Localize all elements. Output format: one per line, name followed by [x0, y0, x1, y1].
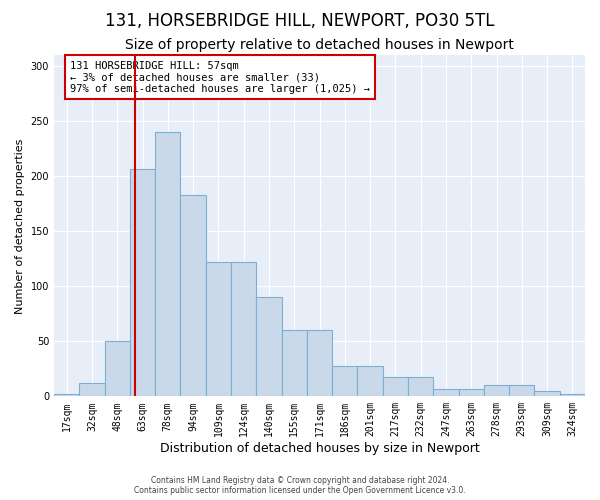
Text: 131 HORSEBRIDGE HILL: 57sqm
← 3% of detached houses are smaller (33)
97% of semi: 131 HORSEBRIDGE HILL: 57sqm ← 3% of deta…	[70, 60, 370, 94]
Bar	[458, 388, 484, 396]
Bar	[433, 388, 458, 396]
Bar	[358, 366, 383, 396]
Bar	[484, 386, 509, 396]
Bar	[560, 394, 585, 396]
Bar	[307, 330, 332, 396]
Bar	[509, 386, 535, 396]
Bar	[130, 168, 155, 396]
Bar	[155, 132, 181, 396]
Bar	[332, 366, 358, 396]
Title: Size of property relative to detached houses in Newport: Size of property relative to detached ho…	[125, 38, 514, 52]
Bar	[181, 195, 206, 396]
Y-axis label: Number of detached properties: Number of detached properties	[15, 138, 25, 314]
Text: Contains HM Land Registry data © Crown copyright and database right 2024.
Contai: Contains HM Land Registry data © Crown c…	[134, 476, 466, 495]
Bar	[54, 394, 79, 396]
X-axis label: Distribution of detached houses by size in Newport: Distribution of detached houses by size …	[160, 442, 479, 455]
Bar	[206, 262, 231, 396]
Bar	[79, 383, 104, 396]
Bar	[104, 342, 130, 396]
Bar	[231, 262, 256, 396]
Bar	[256, 298, 281, 396]
Bar	[535, 391, 560, 396]
Text: 131, HORSEBRIDGE HILL, NEWPORT, PO30 5TL: 131, HORSEBRIDGE HILL, NEWPORT, PO30 5TL	[105, 12, 495, 30]
Bar	[383, 376, 408, 396]
Bar	[281, 330, 307, 396]
Bar	[408, 376, 433, 396]
